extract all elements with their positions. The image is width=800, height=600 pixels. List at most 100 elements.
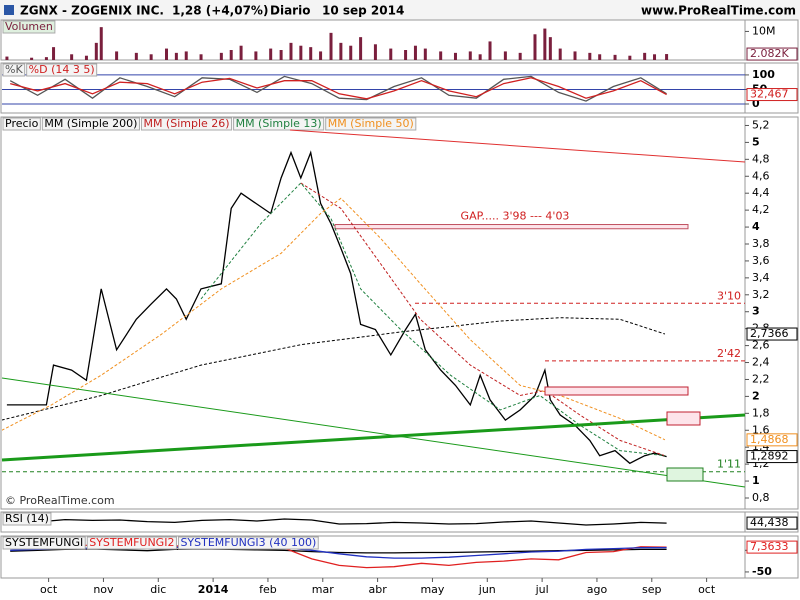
- level-label: 2'42: [717, 347, 741, 360]
- trend-line: [1, 377, 746, 488]
- volume-bar: [543, 28, 547, 60]
- y-tick-label: 5: [752, 135, 760, 148]
- series-line: [300, 182, 666, 457]
- volume-bar: [184, 51, 188, 60]
- x-tick-label: jun: [478, 583, 496, 596]
- legend-entry: RSI (14): [5, 512, 49, 525]
- volume-bar: [488, 41, 492, 60]
- volume-bar: [115, 51, 119, 60]
- legend-entry: MM (Simple 200): [44, 117, 137, 130]
- volume-bar: [309, 47, 313, 60]
- series-line: [200, 182, 665, 457]
- legend-entry: %K: [5, 63, 23, 76]
- volume-bar: [665, 54, 669, 60]
- y-tick-label: 3,2: [752, 288, 770, 301]
- last-value-box: [746, 540, 798, 554]
- series-line: [2, 317, 666, 421]
- volume-bar: [289, 42, 293, 60]
- x-tick-label: abr: [368, 583, 387, 596]
- x-tick-label: nov: [93, 583, 114, 596]
- level-label: 3'10: [717, 289, 741, 302]
- legend-box: [233, 117, 325, 131]
- x-tick-label: mar: [312, 583, 334, 596]
- panel: [0, 511, 799, 533]
- legend-box: [2, 63, 26, 77]
- y-tick-label: 0,8: [752, 491, 770, 504]
- volume-bar: [573, 51, 577, 60]
- last-value-box: [746, 516, 798, 530]
- volume-bar: [373, 44, 377, 60]
- volume-bar: [239, 45, 243, 60]
- x-tick-label: oct: [40, 583, 58, 596]
- legend-entry: MM (Simple 13): [236, 117, 322, 130]
- last-value-label: 2,7366: [750, 327, 789, 340]
- zone: [666, 467, 704, 482]
- quote: 1,28 (+4,07%): [172, 4, 268, 18]
- volume-bar: [84, 55, 88, 60]
- panel: [0, 62, 799, 114]
- y-tick-label: 3: [752, 305, 760, 318]
- volume-bar: [5, 56, 9, 60]
- zone: [544, 386, 689, 396]
- series-line: [9, 75, 667, 102]
- y-tick-label: 1,8: [752, 406, 770, 419]
- legend-box: [86, 536, 177, 550]
- volume-bar: [389, 48, 393, 60]
- volume-bar: [299, 45, 303, 60]
- volume-bar: [52, 47, 56, 60]
- footer: © ProRealTime.com: [5, 494, 115, 507]
- series-line: [6, 150, 667, 465]
- y-tick-label: 3,6: [752, 254, 770, 267]
- volume-bar: [279, 50, 283, 60]
- volume-bar: [319, 51, 323, 60]
- y-tick-label: 3,8: [752, 237, 770, 250]
- x-tick-label: oct: [698, 583, 716, 596]
- series-line: [2, 197, 666, 441]
- y-tick-label: 1,6: [752, 423, 770, 436]
- legend-box: [26, 63, 98, 77]
- volume-bar: [558, 48, 562, 60]
- legend-entry: Precio: [5, 117, 39, 130]
- legend-box: [140, 117, 233, 131]
- trend-line: [289, 129, 746, 163]
- series-line: [10, 518, 667, 526]
- volume-bar: [99, 27, 103, 60]
- y-tick-label: 10M: [752, 24, 776, 37]
- volume-bar: [165, 48, 169, 60]
- last-value-box: [746, 327, 798, 341]
- x-tick-label: sep: [642, 583, 661, 596]
- legend-entry: SYSTEMFUNGI2: [89, 536, 174, 549]
- last-value-label: 44,438: [750, 516, 789, 529]
- legend-box: [41, 117, 140, 131]
- plot-area: [5, 27, 669, 60]
- symbol: ZGNX - ZOGENIX INC.: [20, 4, 164, 18]
- volume-bar: [478, 54, 482, 60]
- volume-bar: [453, 52, 457, 60]
- level-label: 1'11: [717, 458, 741, 471]
- volume-bar: [413, 45, 417, 60]
- y-tick-label: 4,8: [752, 152, 770, 165]
- volume-bar: [44, 57, 48, 60]
- drawings: [1, 129, 746, 488]
- period: Diario: [270, 4, 310, 18]
- y-tick-label: 4,2: [752, 203, 770, 216]
- volume-bar: [643, 52, 647, 60]
- volume-bar: [518, 52, 522, 60]
- y-tick-label: 2: [752, 389, 760, 402]
- last-value-label: 2.082K: [750, 47, 789, 60]
- x-tick-label: feb: [259, 583, 277, 596]
- legend-entry: MM (Simple 50): [328, 117, 414, 130]
- y-tick-label: 2,6: [752, 339, 770, 352]
- legend-box: [325, 117, 417, 131]
- legend-entry: %D (14 3 5): [29, 63, 95, 76]
- last-value-box: [746, 47, 798, 61]
- legend-box: [2, 117, 41, 131]
- y-tick-label: 0: [752, 97, 760, 110]
- x-tick-label: jul: [535, 583, 549, 596]
- y-tick-label: 100: [752, 68, 775, 81]
- last-value-label: 7,3633: [750, 540, 789, 553]
- volume-bar: [219, 52, 223, 60]
- gap-zone: [334, 224, 689, 230]
- x-tick-label: dic: [150, 583, 166, 596]
